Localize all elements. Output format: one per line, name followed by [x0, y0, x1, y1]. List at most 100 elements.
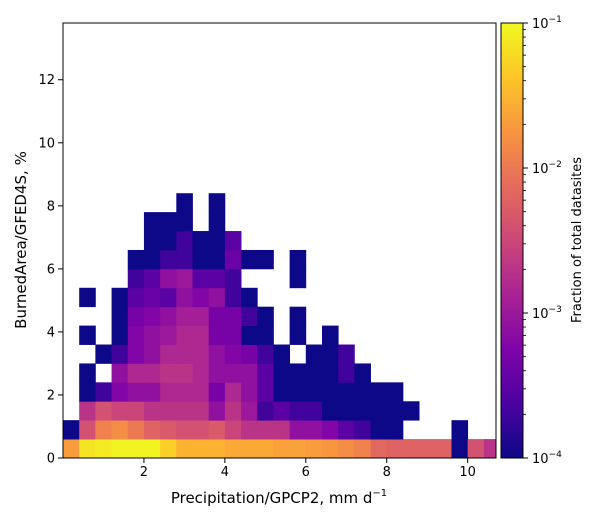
heatmap-cell — [273, 363, 291, 383]
heatmap-cell — [111, 344, 129, 364]
colorbar-tick-exponent: −2 — [549, 160, 562, 170]
heatmap-cell — [160, 249, 177, 270]
heatmap-cell — [160, 325, 177, 345]
heatmap-cell — [127, 268, 145, 289]
heatmap-cell — [224, 439, 242, 459]
heatmap-cell — [176, 325, 193, 345]
x-tick-label: 6 — [302, 465, 310, 480]
heatmap-cell — [402, 401, 420, 421]
heatmap-cell — [79, 325, 96, 345]
y-tick-label: 12 — [38, 73, 55, 88]
heatmap-cell — [127, 344, 145, 364]
heatmap-cell — [127, 325, 145, 345]
heatmap-cell — [338, 382, 355, 402]
heatmap-cell — [192, 401, 210, 421]
y-tick-label: 6 — [47, 262, 55, 277]
x-tick-label: 4 — [221, 465, 229, 480]
heatmap-cell — [305, 420, 323, 440]
heatmap-cell — [176, 193, 193, 213]
heatmap-cell — [63, 420, 80, 440]
heatmap-cell — [321, 401, 339, 421]
heatmap-cell — [289, 306, 307, 327]
heatmap-cell — [176, 420, 193, 440]
heatmap-cell — [224, 401, 242, 421]
colorbar: 10−110−210−310−4 Fraction of total datas… — [500, 15, 585, 467]
heatmap-cell — [160, 382, 177, 402]
heatmap-cell — [160, 420, 177, 440]
heatmap-cell — [451, 420, 469, 440]
heatmap-cell — [224, 287, 242, 308]
heatmap-cell — [192, 268, 210, 289]
heatmap-cell — [289, 382, 307, 402]
heatmap-cell — [273, 401, 291, 421]
heatmap-cell — [63, 439, 80, 459]
heatmap-cell — [208, 249, 226, 270]
heatmap-cell — [79, 382, 96, 402]
heatmap-cell — [289, 363, 307, 383]
heatmap-cell — [127, 363, 145, 383]
heatmap-cell — [224, 249, 242, 270]
heatmap-cell — [143, 344, 161, 364]
heatmap-cell — [289, 420, 307, 440]
heatmap-cell — [192, 363, 210, 383]
heatmap-cell — [127, 287, 145, 308]
heatmap-cell — [208, 287, 226, 308]
heatmap-cell — [160, 306, 177, 327]
y-tick-label: 10 — [38, 136, 55, 151]
heatmap-cell — [321, 344, 339, 364]
heatmap-cell — [224, 268, 242, 289]
heatmap-cell — [192, 231, 210, 251]
heatmap-cell — [176, 344, 193, 364]
heatmap-cell — [143, 212, 161, 232]
heatmap-cell — [127, 249, 145, 270]
heatmap-cell — [160, 344, 177, 364]
heatmap-cell — [208, 268, 226, 289]
heatmap-cell — [160, 287, 177, 308]
heatmap-cell — [370, 401, 388, 421]
heatmap-cell — [208, 325, 226, 345]
heatmap-cell — [192, 344, 210, 364]
heatmap-cell — [241, 249, 258, 270]
heatmap-cell — [111, 382, 129, 402]
heatmap-cell — [321, 382, 339, 402]
heatmap-cell — [208, 231, 226, 251]
heatmap-cell — [338, 439, 355, 459]
heatmap-cell — [79, 420, 96, 440]
colorbar-ticks: 10−110−210−310−4 — [523, 15, 562, 467]
heatmap-cell — [241, 344, 258, 364]
heatmap-cell — [321, 363, 339, 383]
heatmap-cell — [370, 439, 388, 459]
heatmap-cell — [208, 420, 226, 440]
heatmap-cells — [63, 193, 497, 459]
heatmap-cell — [241, 325, 258, 345]
heatmap-cell — [127, 306, 145, 327]
y-tick-label: 2 — [47, 388, 55, 403]
y-tick-label: 4 — [47, 325, 55, 340]
heatmap-cell — [79, 363, 96, 383]
heatmap-cell — [305, 363, 323, 383]
x-axis-label-text: Precipitation/GPCP2, mm d — [171, 489, 373, 507]
heatmap-cell — [289, 268, 307, 289]
x-tick-label: 8 — [383, 465, 391, 480]
colorbar-tick-label: 10−3 — [532, 305, 562, 322]
heatmap-cell — [257, 306, 274, 327]
plot-frame — [62, 22, 497, 459]
heatmap-cell — [176, 401, 193, 421]
heatmap-cell — [208, 193, 226, 213]
heatmap-cell — [354, 439, 371, 459]
heatmap-cell — [257, 439, 274, 459]
heatmap-cell — [208, 363, 226, 383]
y-axis: 0 2 4 6 8 10 12 — [38, 73, 63, 467]
heatmap-cell — [160, 439, 177, 459]
colorbar-tick-exponent: −3 — [549, 305, 562, 315]
heatmap-cell — [127, 420, 145, 440]
heatmap-cell — [386, 439, 404, 459]
heatmap-cell — [160, 212, 177, 232]
heatmap-cell — [208, 439, 226, 459]
heatmap-cell — [273, 439, 291, 459]
heatmap-cell — [386, 420, 404, 440]
heatmap-cell — [111, 401, 129, 421]
heatmap-cell — [176, 382, 193, 402]
heatmap-cell — [241, 439, 258, 459]
